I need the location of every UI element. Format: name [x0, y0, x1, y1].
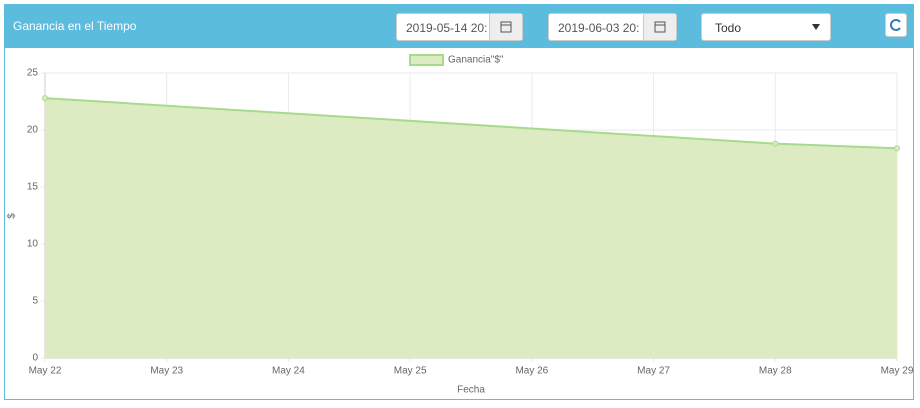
legend-label: Ganancia"$" — [448, 55, 504, 66]
calendar-button[interactable] — [643, 14, 676, 40]
point — [42, 95, 48, 102]
refresh-icon — [890, 19, 901, 31]
refresh-button[interactable] — [885, 13, 907, 37]
x-tick-label: May 25 — [394, 366, 427, 377]
x-axis-title: Fecha — [457, 385, 485, 396]
y-tick-label: 5 — [32, 296, 38, 307]
x-tick-label: May 26 — [515, 366, 548, 377]
filter-select[interactable]: Todo — [701, 13, 831, 41]
x-tick-label: May 23 — [150, 366, 183, 377]
select-arrow — [812, 24, 820, 30]
x-tick-label: May 24 — [272, 366, 305, 377]
panel: Ganancia en el Tiempo 2019-05-14 20: 201… — [4, 4, 914, 400]
point — [894, 145, 900, 152]
panel-title: Ganancia en el Tiempo — [13, 19, 137, 33]
x-tick-label: May 22 — [29, 366, 62, 377]
calendar-icon — [654, 21, 666, 33]
area — [45, 98, 897, 358]
date-from-text: 2019-05-14 20: — [406, 21, 488, 35]
date-to-input[interactable]: 2019-06-03 20: — [548, 13, 677, 41]
y-tick-label: 20 — [27, 125, 39, 136]
calendar-button[interactable] — [489, 14, 522, 40]
calendar-icon — [500, 21, 512, 33]
x-tick-label: May 29 — [881, 366, 914, 377]
y-tick-label: 15 — [27, 182, 39, 193]
filter-text: Todo — [715, 21, 742, 35]
y-axis-title: $ — [7, 213, 18, 219]
date-to-text: 2019-06-03 20: — [558, 21, 640, 35]
x-tick-label: May 27 — [637, 366, 670, 377]
date-from-input[interactable]: 2019-05-14 20: — [396, 13, 523, 41]
legend-swatch — [409, 54, 444, 66]
panel-header: Ganancia en el Tiempo 2019-05-14 20: 201… — [5, 5, 913, 48]
y-tick-label: 25 — [27, 68, 39, 79]
y-tick-label: 0 — [32, 353, 38, 364]
y-tick-label: 10 — [27, 239, 39, 250]
point — [772, 140, 779, 147]
x-tick-label: May 28 — [759, 366, 792, 377]
